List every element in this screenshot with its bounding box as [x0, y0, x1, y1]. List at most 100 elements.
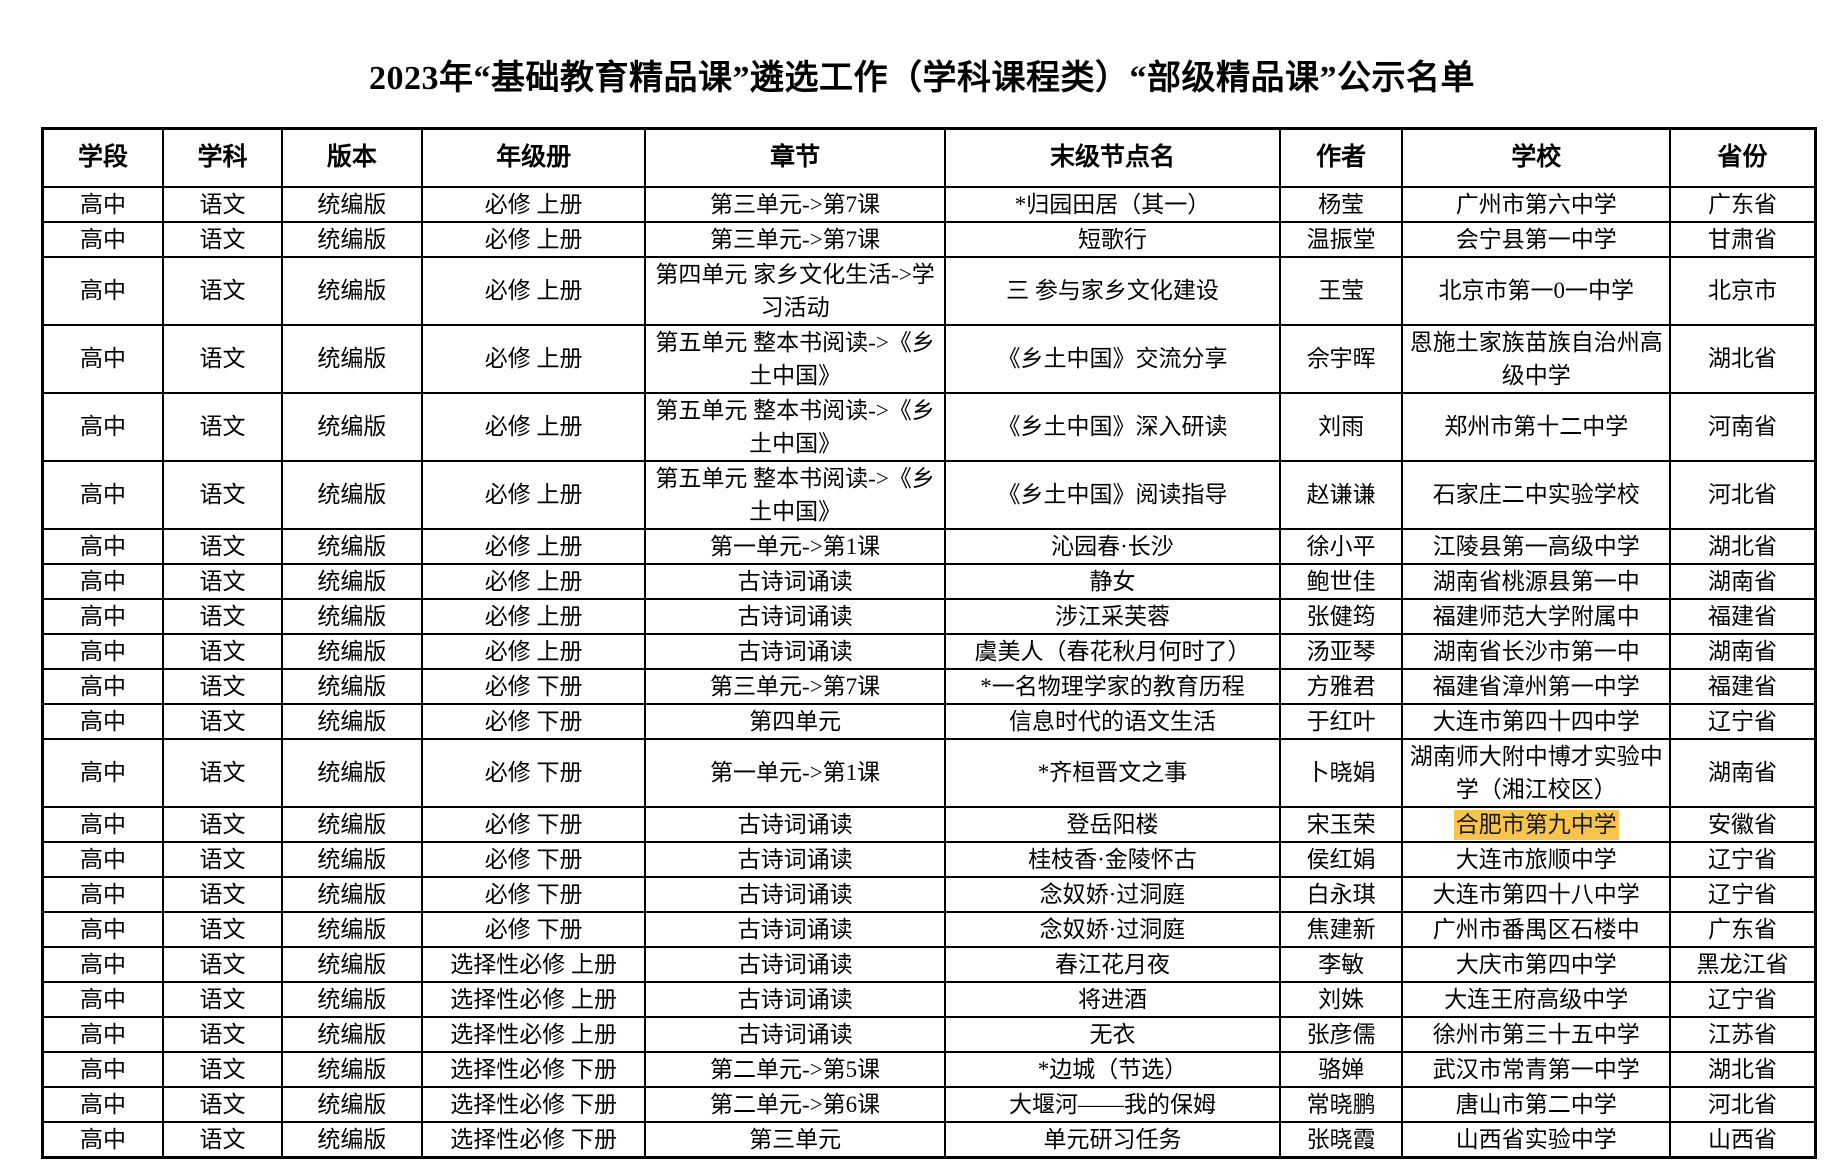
cell-school: 大连市第四十四中学 — [1401, 702, 1672, 740]
cell-edition: 统编版 — [280, 527, 423, 565]
table-row: 高中 语文 统编版 必修 上册 第五单元 整本书阅读->《乡土中国》 《乡土中国》深入研读… — [41, 391, 1817, 462]
cell-school: 徐州市第三十五中学 — [1401, 1015, 1672, 1053]
cell-author: 于红叶 — [1279, 702, 1404, 740]
cell-subject: 语文 — [162, 737, 283, 808]
table-row: 高中 语文 统编版 选择性必修 下册 第二单元->第6课 大堰河——我的保姆 常晓鹏 唐山市第… — [41, 1085, 1817, 1123]
cell-province: 福建省 — [1669, 667, 1817, 705]
cell-province: 江苏省 — [1669, 1015, 1817, 1053]
cell-subject: 语文 — [162, 632, 283, 670]
cell-province: 河南省 — [1669, 391, 1817, 462]
cell-chapter: 古诗词诵读 — [644, 945, 946, 983]
cell-school: 唐山市第二中学 — [1401, 1085, 1672, 1123]
cell-province: 福建省 — [1669, 597, 1817, 635]
cell-province: 黑龙江省 — [1669, 945, 1817, 983]
cell-volume: 必修 上册 — [420, 255, 647, 326]
cell-school: 福建省漳州第一中学 — [1401, 667, 1672, 705]
cell-chapter: 第二单元->第5课 — [644, 1050, 946, 1088]
cell-province: 河北省 — [1669, 459, 1817, 530]
cell-volume: 必修 上册 — [420, 323, 647, 394]
cell-province: 安徽省 — [1669, 805, 1817, 843]
cell-subject: 语文 — [162, 1120, 283, 1158]
cell-chapter: 古诗词诵读 — [644, 1015, 946, 1053]
table-row: 高中 语文 统编版 必修 下册 第四单元 信息时代的语文生活 于红叶 大连市第四十四中学 辽宁省 — [41, 702, 1817, 740]
cell-node: *齐桓晋文之事 — [943, 737, 1282, 808]
cell-node: 三 参与家乡文化建设 — [943, 255, 1282, 326]
cell-school: 湖南省长沙市第一中 — [1401, 632, 1672, 670]
cell-author: 张彦儒 — [1279, 1015, 1404, 1053]
cell-subject: 语文 — [162, 702, 283, 740]
cell-edition: 统编版 — [280, 875, 423, 913]
cell-subject: 语文 — [162, 840, 283, 878]
cell-chapter: 第五单元 整本书阅读->《乡土中国》 — [644, 459, 946, 530]
cell-volume: 必修 上册 — [420, 562, 647, 600]
cell-subject: 语文 — [162, 875, 283, 913]
cell-school: 湖南省桃源县第一中 — [1401, 562, 1672, 600]
cell-author: 张晓霞 — [1279, 1120, 1404, 1158]
table-row: 高中 语文 统编版 必修 下册 古诗词诵读 念奴娇·过洞庭 焦建新 广州市番禺区石楼中 广东省 — [41, 910, 1817, 948]
table-row: 高中 语文 统编版 必修 下册 古诗词诵读 念奴娇·过洞庭 白永琪 大连市第四十八中学 辽宁省 — [41, 875, 1817, 913]
cell-chapter: 古诗词诵读 — [644, 805, 946, 843]
cell-volume: 必修 上册 — [420, 220, 647, 258]
cell-school: 大连市旅顺中学 — [1401, 840, 1672, 878]
cell-author: 李敏 — [1279, 945, 1404, 983]
cell-node: 登岳阳楼 — [943, 805, 1282, 843]
cell-chapter: 古诗词诵读 — [644, 910, 946, 948]
column-header-node: 末级节点名 — [943, 127, 1282, 188]
column-header-author: 作者 — [1279, 127, 1404, 188]
cell-node: 《乡土中国》交流分享 — [943, 323, 1282, 394]
cell-subject: 语文 — [162, 562, 283, 600]
cell-chapter: 古诗词诵读 — [644, 875, 946, 913]
cell-stage: 高中 — [41, 632, 165, 670]
table-row: 高中 语文 统编版 必修 下册 第三单元->第7课 *一名物理学家的教育历程 方雅君 福建省漳… — [41, 667, 1817, 705]
table-row: 高中 语文 统编版 必修 下册 古诗词诵读 登岳阳楼 宋玉荣 合肥市第九中学 安徽省 — [41, 805, 1817, 843]
cell-subject: 语文 — [162, 391, 283, 462]
cell-chapter: 第三单元->第7课 — [644, 185, 946, 223]
cell-volume: 选择性必修 下册 — [420, 1120, 647, 1158]
cell-node: 单元研习任务 — [943, 1120, 1282, 1158]
cell-subject: 语文 — [162, 255, 283, 326]
cell-subject: 语文 — [162, 220, 283, 258]
cell-school: 江陵县第一高级中学 — [1401, 527, 1672, 565]
cell-volume: 必修 下册 — [420, 702, 647, 740]
column-header-edition: 版本 — [280, 127, 423, 188]
cell-node: 念奴娇·过洞庭 — [943, 875, 1282, 913]
cell-node: 信息时代的语文生活 — [943, 702, 1282, 740]
cell-edition: 统编版 — [280, 1050, 423, 1088]
cell-province: 湖北省 — [1669, 323, 1817, 394]
cell-edition: 统编版 — [280, 667, 423, 705]
cell-node: 虞美人（春花秋月何时了） — [943, 632, 1282, 670]
table-row: 高中 语文 统编版 必修 上册 第三单元->第7课 短歌行 温振堂 会宁县第一中学 甘肃省 — [41, 220, 1817, 258]
cell-author: 徐小平 — [1279, 527, 1404, 565]
cell-province: 河北省 — [1669, 1085, 1817, 1123]
cell-chapter: 第四单元 家乡文化生活->学习活动 — [644, 255, 946, 326]
cell-province: 甘肃省 — [1669, 220, 1817, 258]
cell-author: 刘雨 — [1279, 391, 1404, 462]
cell-volume: 必修 上册 — [420, 391, 647, 462]
table-row: 高中 语文 统编版 必修 上册 第一单元->第1课 沁园春·长沙 徐小平 江陵县第一高级中学湖… — [41, 527, 1817, 565]
table-row: 高中 语文 统编版 必修 上册 古诗词诵读 涉江采芙蓉 张健筠 福建师范大学附属中 福建省 — [41, 597, 1817, 635]
cell-chapter: 第三单元->第7课 — [644, 667, 946, 705]
table-row: 高中 语文 统编版 选择性必修 上册 古诗词诵读 无衣 张彦儒 徐州市第三十五中学 江苏省 — [41, 1015, 1817, 1053]
cell-chapter: 古诗词诵读 — [644, 597, 946, 635]
cell-node: 无衣 — [943, 1015, 1282, 1053]
column-header-subject: 学科 — [162, 127, 283, 188]
cell-stage: 高中 — [41, 459, 165, 530]
cell-author: 骆婵 — [1279, 1050, 1404, 1088]
cell-edition: 统编版 — [280, 840, 423, 878]
cell-author: 宋玉荣 — [1279, 805, 1404, 843]
cell-edition: 统编版 — [280, 945, 423, 983]
cell-author: 白永琪 — [1279, 875, 1404, 913]
cell-edition: 统编版 — [280, 702, 423, 740]
column-header-school: 学校 — [1401, 127, 1672, 188]
cell-chapter: 第二单元->第6课 — [644, 1085, 946, 1123]
cell-node: *一名物理学家的教育历程 — [943, 667, 1282, 705]
cell-stage: 高中 — [41, 945, 165, 983]
table-row: 高中 语文 统编版 必修 上册 古诗词诵读 虞美人（春花秋月何时了） 汤亚琴 湖南省长沙市第一… — [41, 632, 1817, 670]
column-header-chapter: 章节 — [644, 127, 946, 188]
cell-edition: 统编版 — [280, 1120, 423, 1158]
cell-edition: 统编版 — [280, 632, 423, 670]
cell-author: 鲍世佳 — [1279, 562, 1404, 600]
cell-author: 汤亚琴 — [1279, 632, 1404, 670]
cell-author: 常晓鹏 — [1279, 1085, 1404, 1123]
cell-school: 武汉市常青第一中学 — [1401, 1050, 1672, 1088]
